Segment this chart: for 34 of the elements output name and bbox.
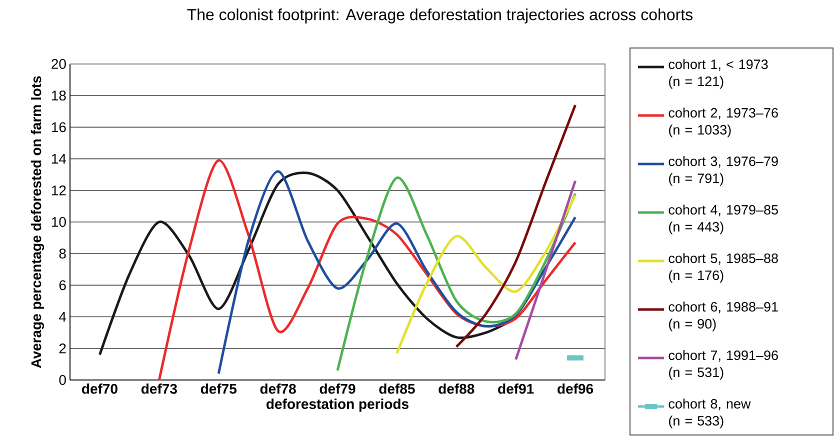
x-tick-label: def79	[320, 384, 356, 394]
legend-label: cohort 1, < 1973 (n = 121)	[668, 59, 768, 89]
y-tick-label: 10	[52, 217, 66, 227]
y-tick-label: 6	[59, 280, 66, 290]
legend-label: cohort 3, 1976–79 (n = 791)	[668, 156, 778, 186]
x-tick-label: def75	[200, 384, 237, 394]
legend-label: cohort 4, 1979–85 (n = 443)	[668, 204, 778, 234]
legend-label: cohort 5, 1985–88 (n = 176)	[668, 253, 778, 283]
x-tick-label: def73	[141, 384, 177, 394]
legend-label: cohort 2, 1973–76 (n = 1033)	[668, 108, 778, 138]
y-tick-label: 2	[59, 343, 66, 354]
chart-title: The colonist footprint: Average deforestation trajectories across cohorts	[187, 8, 693, 24]
y-tick-label: 18	[52, 90, 66, 101]
y-tick-label: 8	[59, 248, 66, 259]
y-tick-label: 14	[52, 154, 66, 164]
line-series	[396, 194, 577, 354]
x-axis-title: deforestation periods	[266, 398, 408, 412]
x-tick-label: def85	[379, 384, 415, 394]
x-tick-label: def70	[82, 384, 118, 394]
legend-label: cohort 7, 1991–96 (n = 531)	[668, 350, 778, 380]
line-series	[217, 170, 577, 375]
y-tick-label: 4	[59, 312, 66, 322]
y-tick-label: 0	[59, 375, 66, 385]
legend-label: cohort 6, 1988–91 (n = 90)	[668, 302, 778, 332]
x-tick-label: def96	[558, 384, 594, 394]
y-tick-label: 12	[52, 185, 66, 196]
y-axis-title: Average percentage deforested on farm lots	[30, 76, 44, 368]
x-tick-label: def78	[260, 384, 296, 394]
x-tick-label: def88	[438, 384, 474, 394]
x-tick-label: def91	[498, 384, 534, 394]
y-tick-label: 16	[52, 122, 66, 132]
y-tick-label: 20	[52, 59, 66, 69]
legend-label: cohort 8, new (n = 533)	[668, 398, 751, 428]
line-series	[455, 104, 577, 348]
